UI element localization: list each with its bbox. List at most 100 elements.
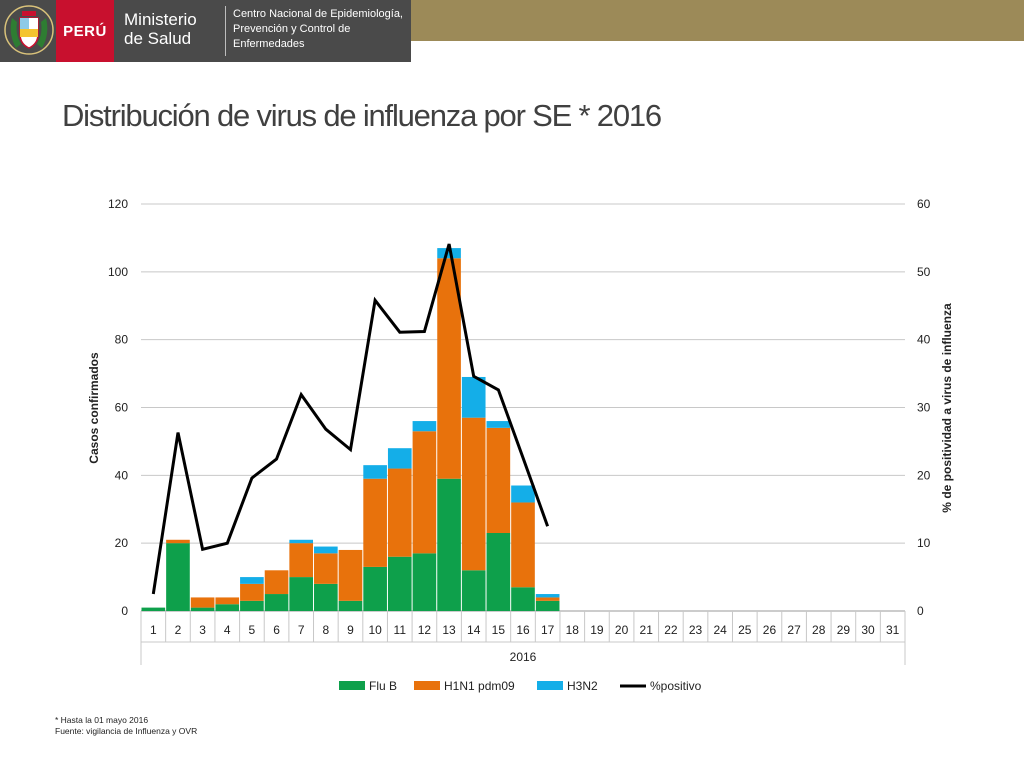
x-tick-label: 23 xyxy=(689,623,703,637)
bar-h3n2 xyxy=(363,465,387,479)
bar-flu-b xyxy=(338,600,363,611)
bar-flu-b xyxy=(190,607,215,611)
x-tick-label: 22 xyxy=(664,623,678,637)
bar-h3n2 xyxy=(314,546,338,554)
bar-h1n1-pdm09 xyxy=(412,431,437,554)
header-divider xyxy=(225,6,226,56)
bar-flu-b xyxy=(166,543,190,611)
y-tick-label: 100 xyxy=(108,265,128,279)
bar-flu-b xyxy=(387,556,412,611)
x-tick-label: 28 xyxy=(812,623,826,637)
x-tick-label: 24 xyxy=(713,623,727,637)
bar-flu-b xyxy=(461,570,486,611)
legend-label: H1N1 pdm09 xyxy=(444,679,515,693)
x-tick-label: 4 xyxy=(224,623,231,637)
legend-swatch xyxy=(537,681,563,690)
bar-h3n2 xyxy=(486,421,511,428)
y2-tick-label: 40 xyxy=(917,333,931,347)
legend-label: Flu B xyxy=(369,679,397,693)
x-tick-label: 9 xyxy=(347,623,354,637)
x-tick-label: 11 xyxy=(394,623,407,637)
bar-h1n1-pdm09 xyxy=(461,417,486,571)
bar-h1n1-pdm09 xyxy=(535,597,560,601)
y2-axis-title: % de positividad a virus de influenza xyxy=(940,303,954,513)
bar-flu-b xyxy=(412,553,437,611)
x-tick-label: 19 xyxy=(590,623,604,637)
y2-tick-label: 50 xyxy=(917,265,931,279)
legend-swatch xyxy=(414,681,440,690)
center-line-3: Enfermedades xyxy=(233,38,305,50)
legend-label: %positivo xyxy=(650,679,702,693)
bar-h1n1-pdm09 xyxy=(338,549,363,601)
country-label: PERÚ xyxy=(56,0,114,62)
bar-h1n1-pdm09 xyxy=(314,553,338,584)
bar-flu-b xyxy=(141,607,166,611)
bar-h1n1-pdm09 xyxy=(486,427,511,533)
bar-flu-b xyxy=(363,566,387,611)
bar-h1n1-pdm09 xyxy=(511,502,535,588)
bar-flu-b xyxy=(437,478,461,611)
bar-h3n2 xyxy=(412,421,437,432)
x-tick-label: 2 xyxy=(175,623,182,637)
x-tick-label: 14 xyxy=(467,623,481,637)
bar-h1n1-pdm09 xyxy=(437,258,461,479)
x-tick-label: 21 xyxy=(640,623,654,637)
bar-h3n2 xyxy=(387,448,412,469)
bar-flu-b xyxy=(535,600,560,611)
bar-h1n1-pdm09 xyxy=(264,570,289,595)
line-percent-positive xyxy=(151,243,550,595)
y2-tick-label: 20 xyxy=(917,468,931,482)
x-tick-label: 27 xyxy=(787,623,801,637)
y2-tick-label: 10 xyxy=(917,536,931,550)
bar-flu-b xyxy=(264,594,289,611)
page-title: Distribución de virus de influenza por S… xyxy=(62,98,662,133)
center-name: Centro Nacional de Epidemiología, Preven… xyxy=(233,7,408,52)
x-tick-label: 7 xyxy=(298,623,305,637)
ministry-line-2: de Salud xyxy=(124,29,192,48)
x-tick-label: 6 xyxy=(273,623,280,637)
bar-flu-b xyxy=(215,604,240,611)
bar-h3n2 xyxy=(535,594,560,598)
x-tick-label: 3 xyxy=(199,623,206,637)
x-tick-label: 20 xyxy=(615,623,629,637)
bar-h1n1-pdm09 xyxy=(363,478,387,567)
x-tick-label: 30 xyxy=(861,623,875,637)
x-tick-label: 26 xyxy=(763,623,777,637)
bar-h3n2 xyxy=(289,539,314,544)
x-tick-label: 1 xyxy=(150,623,157,637)
coat-of-arms-icon xyxy=(4,5,54,55)
x-tick-label: 31 xyxy=(886,623,900,637)
footnote-source: Fuente: vigilancia de Influenza y OVR xyxy=(55,726,198,736)
y-tick-label: 60 xyxy=(115,401,129,415)
legend-label: H3N2 xyxy=(567,679,598,693)
bar-h1n1-pdm09 xyxy=(387,468,412,557)
ministry-line-1: Ministerio xyxy=(124,10,197,29)
bar-h3n2 xyxy=(240,577,264,584)
x-tick-label: 18 xyxy=(566,623,580,637)
x-tick-label: 13 xyxy=(442,623,456,637)
bar-h1n1-pdm09 xyxy=(289,543,314,578)
x-tick-label: 5 xyxy=(249,623,256,637)
bar-flu-b xyxy=(511,587,535,611)
y2-tick-label: 30 xyxy=(917,401,931,415)
y-tick-label: 40 xyxy=(115,468,129,482)
x-tick-label: 15 xyxy=(492,623,506,637)
header-accent-bar xyxy=(411,0,1024,41)
bar-h1n1-pdm09 xyxy=(190,597,215,608)
y-tick-label: 120 xyxy=(108,197,128,211)
bar-h1n1-pdm09 xyxy=(215,597,240,605)
y-tick-label: 80 xyxy=(115,333,129,347)
x-tick-label: 12 xyxy=(418,623,432,637)
bar-h1n1-pdm09 xyxy=(166,539,190,544)
ministry-name: Ministerio de Salud xyxy=(124,10,197,48)
y2-tick-label: 60 xyxy=(917,197,931,211)
x-group-label: 2016 xyxy=(510,650,537,664)
footnote-date: * Hasta la 01 mayo 2016 xyxy=(55,715,149,725)
bar-h3n2 xyxy=(461,376,486,418)
center-line-1: Centro Nacional de Epidemiología, xyxy=(233,8,403,20)
bar-flu-b xyxy=(289,577,314,611)
y-axis-title: Casos confirmados xyxy=(87,352,101,464)
bar-h3n2 xyxy=(511,485,535,503)
y-tick-label: 20 xyxy=(115,536,129,550)
